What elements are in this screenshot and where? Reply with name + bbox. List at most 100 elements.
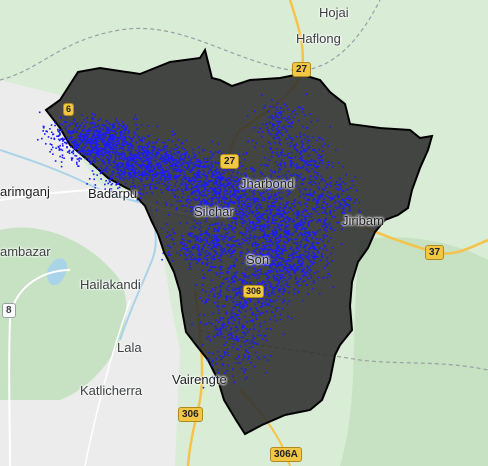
data-point [282, 110, 285, 113]
district-region[interactable] [44, 47, 434, 436]
data-point [201, 277, 204, 279]
data-point [300, 271, 303, 273]
data-point [94, 124, 96, 126]
data-point [303, 177, 306, 179]
data-point [185, 185, 187, 188]
data-point [296, 266, 298, 268]
data-point [218, 178, 221, 181]
data-point [275, 114, 278, 117]
data-point [254, 274, 256, 276]
data-point [243, 369, 246, 372]
data-point [138, 145, 141, 147]
data-point [274, 228, 277, 230]
data-point [220, 333, 223, 335]
data-point [249, 225, 251, 228]
data-point [341, 190, 344, 192]
data-point [261, 225, 263, 228]
data-point [138, 170, 140, 172]
data-point [147, 145, 149, 147]
data-point [287, 211, 290, 213]
data-point [136, 167, 138, 170]
data-point [220, 255, 222, 258]
data-point [181, 169, 184, 171]
data-point [226, 348, 229, 351]
data-point [278, 289, 280, 291]
data-point [171, 164, 174, 166]
data-point [114, 151, 116, 154]
data-point [59, 144, 61, 147]
data-point [101, 141, 104, 143]
data-point [76, 122, 79, 124]
data-point [265, 255, 267, 258]
data-point [192, 254, 195, 256]
data-point [292, 144, 295, 147]
data-point [128, 130, 130, 132]
data-point [300, 204, 302, 206]
data-point [316, 166, 318, 169]
data-point [121, 162, 123, 164]
data-point [296, 241, 299, 244]
data-point [289, 273, 292, 276]
data-point [209, 253, 211, 256]
data-point [243, 186, 245, 188]
data-point [203, 184, 205, 186]
data-point [203, 166, 205, 168]
data-point [167, 139, 170, 141]
data-point [129, 176, 131, 178]
data-point [314, 256, 317, 258]
data-point [163, 180, 166, 183]
data-point [264, 226, 266, 229]
data-point [242, 217, 244, 219]
data-point [164, 155, 166, 157]
data-point [126, 143, 129, 146]
data-point [170, 234, 172, 236]
data-point [285, 202, 288, 204]
data-point [218, 173, 221, 175]
data-point [263, 234, 265, 236]
data-point [297, 291, 300, 294]
data-point [169, 176, 171, 179]
data-point [307, 240, 309, 243]
place-label-badarpur: Badarpu [88, 186, 138, 201]
data-point [120, 151, 123, 153]
data-point [215, 215, 218, 217]
data-point [199, 222, 202, 224]
data-point [312, 247, 314, 249]
data-point [263, 244, 265, 247]
data-point [282, 250, 284, 253]
data-point [209, 244, 211, 246]
data-point [262, 302, 264, 304]
data-point [327, 144, 329, 147]
data-point [125, 167, 128, 169]
data-point [305, 162, 308, 165]
data-point [272, 256, 275, 259]
data-point [337, 189, 340, 191]
data-point [253, 199, 256, 202]
data-point [99, 131, 101, 134]
data-point [305, 244, 307, 247]
data-point [137, 145, 140, 148]
data-point [161, 167, 163, 169]
data-point [326, 235, 328, 237]
data-point [199, 180, 201, 182]
data-point [228, 187, 231, 189]
data-point [282, 301, 284, 304]
data-point [210, 169, 212, 171]
data-point [326, 191, 329, 193]
data-point [238, 181, 240, 183]
data-point [213, 174, 215, 176]
data-point [217, 243, 219, 246]
data-point [231, 236, 233, 238]
data-point [219, 355, 221, 357]
data-point [274, 249, 276, 252]
data-point [239, 286, 241, 289]
data-point [288, 219, 290, 221]
data-point [49, 151, 51, 153]
data-point [142, 163, 144, 165]
data-point [283, 300, 285, 302]
data-point [167, 157, 170, 159]
data-point [211, 375, 214, 378]
data-point [128, 151, 131, 154]
data-point [72, 142, 75, 145]
